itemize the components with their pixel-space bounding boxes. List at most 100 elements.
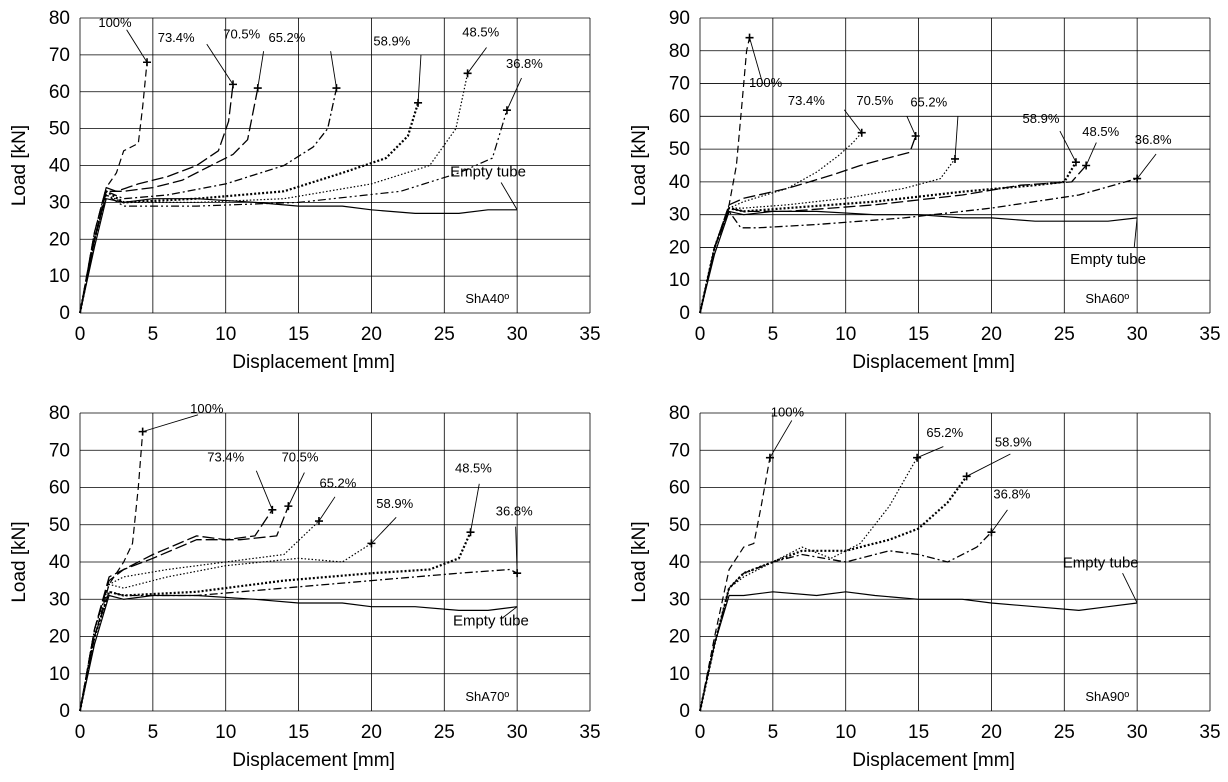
x-tick-label: 35 xyxy=(579,722,600,743)
chart-panel-2: 0 10 20 30 40 50 60 70 80 90 0 5 10 15 20 25 30 35 Displac… xyxy=(629,8,1221,373)
annotation-label: 36.8% xyxy=(1135,132,1172,147)
y-tick-label: 60 xyxy=(669,106,690,127)
x-tick-label: 15 xyxy=(288,324,309,345)
x-tick-label: 20 xyxy=(981,722,1002,743)
annotation-leader xyxy=(769,420,793,458)
y-tick-label: 20 xyxy=(669,237,690,258)
y-tick-label: 0 xyxy=(59,701,70,722)
y-tick-label: 30 xyxy=(669,205,690,226)
annotation-label: 65.2% xyxy=(268,30,305,45)
y-tick-label: 60 xyxy=(49,82,70,103)
annotation-leader xyxy=(506,77,522,111)
x-tick-label: 5 xyxy=(148,324,159,345)
annotation-label: 73.4% xyxy=(158,30,195,45)
annotation-leader xyxy=(906,116,917,137)
annotation-leader xyxy=(142,414,199,433)
series-line xyxy=(699,531,992,712)
annotation-leader xyxy=(318,496,336,522)
series-line xyxy=(79,431,144,712)
y-axis-title: Load [kN] xyxy=(629,521,650,602)
failure-marker xyxy=(913,453,922,462)
series-line xyxy=(699,457,918,712)
y-tick-label: 0 xyxy=(679,701,690,722)
annotation-label: 36.8% xyxy=(506,56,543,71)
series-line xyxy=(78,102,420,314)
y-axis-title: Load [kN] xyxy=(9,521,30,602)
annotation-label: 70.5% xyxy=(282,449,319,464)
x-tick-label: 5 xyxy=(768,324,779,345)
x-tick-label: 30 xyxy=(507,722,528,743)
y-tick-label: 10 xyxy=(49,664,70,685)
failure-marker xyxy=(268,505,277,514)
series-line xyxy=(79,73,469,314)
x-tick-label: 0 xyxy=(695,722,706,743)
x-tick-label: 10 xyxy=(835,324,856,345)
series-line xyxy=(699,591,1138,712)
panel-label: ShA60º xyxy=(1085,291,1129,306)
annotation-label: 65.2% xyxy=(910,95,947,110)
annotation-leader xyxy=(515,526,518,574)
annotation-leader xyxy=(1059,130,1077,163)
x-tick-label: 25 xyxy=(434,324,455,345)
y-tick-label: 60 xyxy=(49,478,70,499)
annotation-label: 100% xyxy=(190,401,224,416)
annotation-label: 73.4% xyxy=(207,449,244,464)
panel-label: ShA70º xyxy=(465,689,509,704)
x-tick-label: 10 xyxy=(215,324,236,345)
annotation-leader xyxy=(1133,217,1138,248)
series-line xyxy=(79,520,320,712)
y-tick-label: 60 xyxy=(669,478,690,499)
x-tick-label: 10 xyxy=(835,722,856,743)
annotation-label: 48.5% xyxy=(1082,124,1119,139)
series-line xyxy=(79,110,508,314)
y-tick-label: 70 xyxy=(49,45,70,66)
series-line xyxy=(79,84,234,314)
failure-marker xyxy=(466,528,475,537)
annotation-label: 65.2% xyxy=(926,425,963,440)
annotation-label: 73.4% xyxy=(788,93,825,108)
x-tick-label: 0 xyxy=(75,324,86,345)
annotation-leader xyxy=(287,472,305,507)
x-tick-label: 25 xyxy=(434,722,455,743)
x-tick-label: 5 xyxy=(148,722,159,743)
y-tick-label: 50 xyxy=(49,515,70,536)
y-tick-label: 80 xyxy=(49,403,70,424)
y-tick-label: 50 xyxy=(669,515,690,536)
y-tick-label: 50 xyxy=(49,119,70,140)
annotation-leader xyxy=(126,29,148,63)
failure-marker xyxy=(284,502,293,511)
y-tick-label: 10 xyxy=(669,270,690,291)
annotation-label: 36.8% xyxy=(993,487,1030,502)
annotation-label: 100% xyxy=(98,15,132,30)
annotation-leader xyxy=(916,446,944,459)
annotation-leader xyxy=(966,453,1011,477)
annotation-leader xyxy=(255,470,273,511)
annotation-label: 58.9% xyxy=(995,435,1032,450)
y-tick-label: 40 xyxy=(49,552,70,573)
series-line xyxy=(79,505,290,712)
x-tick-label: 15 xyxy=(908,324,929,345)
x-tick-label: 25 xyxy=(1054,722,1075,743)
x-tick-label: 15 xyxy=(288,722,309,743)
annotation-label: 100% xyxy=(749,75,783,90)
y-tick-label: 30 xyxy=(49,589,70,610)
y-tick-label: 0 xyxy=(679,303,690,324)
x-axis-title: Displacement [mm] xyxy=(852,352,1015,373)
y-axis-title: Load [kN] xyxy=(629,125,650,206)
annotation-label: Empty tube xyxy=(1070,251,1146,268)
annotation-leader xyxy=(749,37,764,84)
x-tick-label: 30 xyxy=(1127,722,1148,743)
annotation-leader xyxy=(1085,142,1097,166)
x-tick-label: 0 xyxy=(695,324,706,345)
series-line xyxy=(79,87,338,314)
x-tick-label: 5 xyxy=(768,722,779,743)
annotation-leader xyxy=(500,182,518,210)
series-line xyxy=(78,531,472,712)
annotation-label: 48.5% xyxy=(462,24,499,39)
annotation-leader xyxy=(991,509,1008,533)
annotation-label: 70.5% xyxy=(223,26,260,41)
x-tick-label: 35 xyxy=(1199,722,1220,743)
annotation-label: 70.5% xyxy=(856,93,893,108)
y-tick-label: 50 xyxy=(669,139,690,160)
